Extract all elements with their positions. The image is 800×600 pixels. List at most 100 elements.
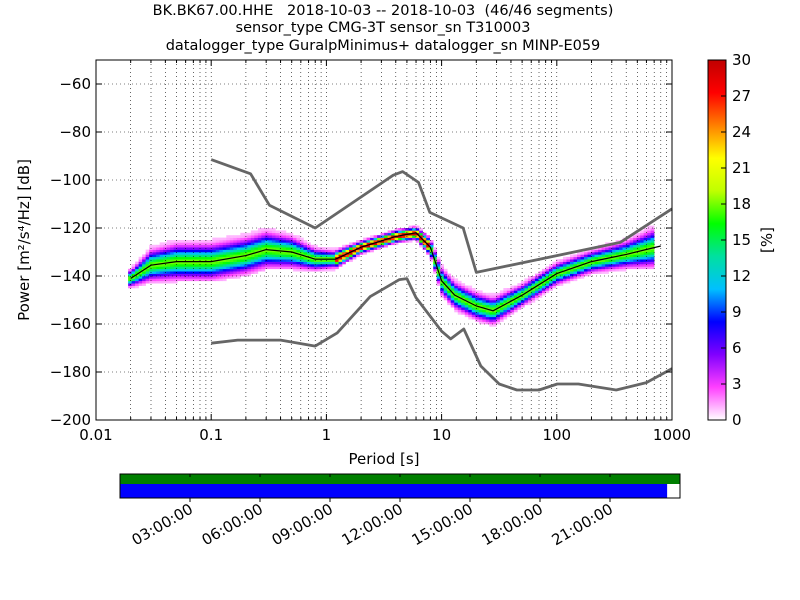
psd-cell	[145, 264, 150, 267]
psd-cell	[580, 276, 585, 279]
colorbar-tick-label: 3	[732, 375, 742, 393]
x-axis-label: Period [s]	[348, 450, 419, 468]
psd-cell	[647, 244, 651, 248]
psd-cell	[177, 240, 182, 243]
psd-cell	[296, 259, 301, 262]
psd-cell	[478, 307, 483, 310]
psd-cell	[626, 256, 630, 260]
time-tick-label: 09:00:00	[269, 500, 336, 549]
psd-cell	[271, 240, 276, 243]
psd-cell	[569, 261, 574, 265]
psd-cell	[254, 266, 259, 270]
psd-cell	[285, 266, 290, 270]
psd-cell	[166, 276, 171, 279]
psd-cell	[243, 249, 248, 253]
psd-cell	[573, 254, 578, 258]
psd-cell	[356, 244, 360, 248]
psd-cell	[131, 271, 136, 274]
psd-cell	[236, 261, 241, 265]
psd-cell	[482, 295, 487, 298]
psd-cell	[359, 240, 364, 243]
colorbar-tick-label: 6	[732, 339, 742, 357]
psd-cell	[492, 324, 497, 327]
psd-cell	[584, 273, 588, 277]
psd-cell	[454, 297, 459, 301]
psd-cell	[636, 264, 641, 267]
psd-cell	[391, 235, 395, 238]
psd-cell	[422, 247, 427, 250]
psd-cell	[215, 254, 220, 258]
psd-cell	[569, 273, 574, 277]
psd-cell	[573, 256, 578, 260]
psd-cell	[412, 225, 416, 229]
psd-cell	[149, 278, 153, 282]
psd-cell	[306, 244, 311, 248]
psd-cell	[349, 244, 353, 248]
psd-cell	[208, 249, 213, 253]
psd-cell	[373, 235, 378, 238]
psd-cell	[394, 230, 399, 234]
psd-cell	[156, 264, 160, 267]
psd-cell	[310, 254, 315, 258]
psd-cell	[478, 319, 483, 322]
psd-cell	[177, 247, 182, 250]
psd-cell	[605, 254, 609, 258]
psd-cell	[587, 249, 592, 253]
psd-cell	[229, 254, 234, 258]
noise-model-curves	[210, 158, 673, 392]
psd-cell	[506, 312, 511, 315]
psd-cell	[145, 280, 150, 284]
psd-cell	[201, 276, 206, 279]
psd-cell	[303, 259, 308, 262]
psd-cell	[184, 261, 189, 265]
psd-cell	[268, 254, 273, 258]
psd-cell	[264, 261, 269, 265]
psd-cell	[208, 271, 213, 274]
psd-cell	[598, 247, 602, 250]
psd-cell	[166, 256, 171, 260]
psd-cell	[289, 256, 294, 260]
psd-cell	[282, 254, 287, 258]
psd-cell	[538, 280, 543, 284]
psd-cell	[219, 242, 224, 246]
psd-cell	[313, 244, 318, 248]
psd-cell	[342, 259, 346, 262]
psd-cell	[229, 247, 234, 250]
psd-cell	[212, 247, 217, 250]
psd-cell	[633, 264, 637, 267]
psd-cell	[555, 280, 560, 284]
psd-cell	[289, 237, 294, 241]
psd-cell	[401, 228, 406, 231]
psd-cell	[236, 237, 241, 241]
psd-cell	[478, 300, 483, 303]
psd-cell	[492, 309, 497, 313]
psd-cell	[527, 280, 532, 284]
psd-cell	[548, 278, 553, 282]
psd-cell	[335, 266, 339, 270]
psd-cell	[643, 244, 648, 248]
psd-cell	[271, 252, 276, 255]
psd-cell	[194, 247, 199, 250]
psd-cell	[198, 249, 203, 253]
psd-cell	[577, 271, 581, 274]
psd-cell	[366, 240, 371, 243]
psd-cell	[229, 259, 234, 262]
psd-cell	[489, 300, 494, 303]
psd-cell	[366, 244, 371, 248]
psd-cell	[492, 319, 497, 322]
psd-cell	[520, 283, 525, 286]
psd-cell	[152, 259, 157, 262]
psd-cell	[180, 244, 185, 248]
psd-cell	[278, 264, 283, 267]
psd-cell	[545, 288, 550, 291]
psd-cell	[226, 237, 231, 241]
psd-cell	[499, 302, 504, 306]
psd-cell	[569, 271, 574, 274]
psd-cell	[184, 249, 189, 253]
psd-cell	[594, 271, 599, 274]
psd-cell	[577, 254, 581, 258]
psd-cell	[461, 295, 466, 298]
psd-cell	[166, 278, 171, 282]
psd-cell	[531, 297, 536, 301]
psd-cell	[247, 249, 252, 253]
